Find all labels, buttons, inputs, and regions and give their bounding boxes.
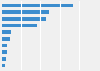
Bar bbox=[2, 50, 7, 54]
Bar bbox=[2, 24, 38, 27]
Bar bbox=[2, 17, 46, 21]
Bar bbox=[2, 4, 73, 7]
Bar bbox=[2, 64, 5, 67]
Bar bbox=[2, 44, 7, 47]
Bar bbox=[2, 30, 11, 34]
Bar bbox=[2, 10, 49, 14]
Bar bbox=[2, 37, 10, 41]
Bar bbox=[2, 57, 6, 61]
